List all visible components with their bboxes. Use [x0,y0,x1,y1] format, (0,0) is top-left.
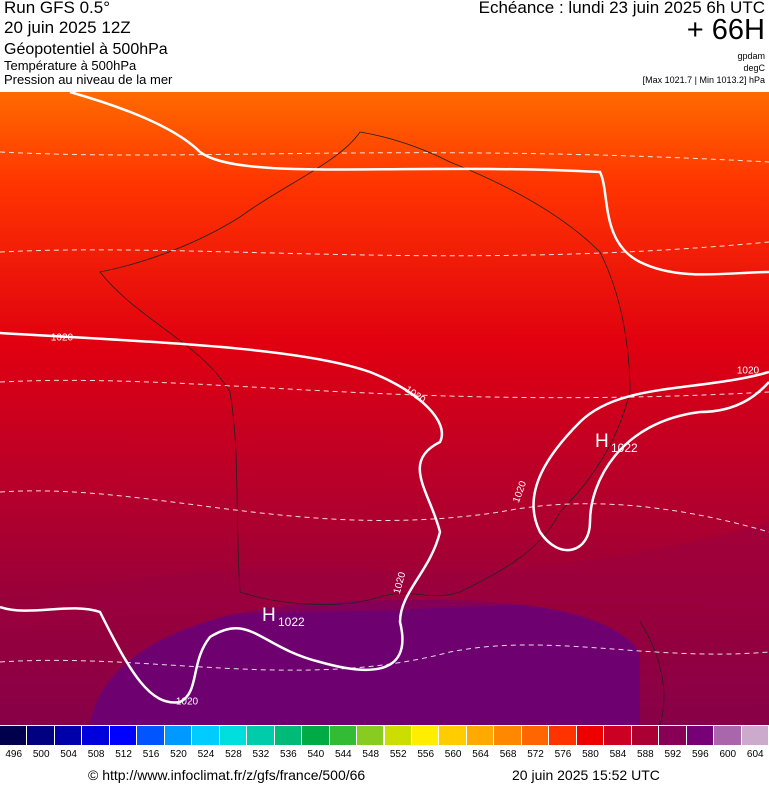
colorbar-label: 532 [252,749,270,760]
color-swatch [0,726,27,745]
color-swatch [466,726,494,745]
color-swatch [631,726,659,745]
colorbar-label: 520 [170,749,187,760]
colorbar-label: 556 [417,749,435,760]
source-url: © http://www.infoclimat.fr/z/gfs/france/… [88,767,366,783]
colorbar-label: 528 [225,749,242,760]
colorbar-label: 552 [389,749,407,760]
colorbar-label: 512 [115,749,132,760]
pressure-range: [Max 1021.7 | Min 1013.2] hPa [642,75,765,85]
color-swatch [357,726,384,745]
color-swatch [192,726,219,745]
color-swatch [164,726,192,745]
colorbar-label: 580 [582,749,599,760]
layer-3: Pression au niveau de la mer [4,72,173,87]
colorbar-label: 548 [362,749,380,760]
colorbar-label: 592 [664,749,682,760]
run-date: 20 juin 2025 12Z [4,18,131,37]
colorbar-label: 588 [637,749,654,760]
colorbar-label: 576 [554,749,572,760]
layer-1: Géopotentiel à 500hPa [4,41,168,58]
color-swatch [384,726,411,745]
echeance: Echéance : lundi 23 juin 2025 6h UTC [478,0,765,17]
color-swatch [329,726,357,745]
color-swatch [27,726,54,745]
colorbar-label: 496 [5,749,23,760]
color-swatch [576,726,604,745]
color-swatch [604,726,631,745]
band [0,522,769,632]
color-swatch [109,726,137,745]
color-swatch [302,726,329,745]
colorbar-label: 564 [472,749,489,760]
color-swatch [494,726,521,745]
colorbar-label: 572 [527,749,544,760]
isobar-label: 1020 [51,333,74,344]
isobars [0,92,769,704]
colorbar-label: 524 [197,749,215,760]
color-swatch [137,726,164,745]
high-value: 1022 [278,615,305,629]
unit-2: degC [743,63,765,73]
unit-1: gpdam [737,51,765,61]
isobar-label: 1020 [176,697,199,708]
timestamp: 20 juin 2025 15:52 UTC [512,767,660,783]
color-swatch [439,726,466,745]
color-swatch [219,726,247,745]
temperature-lines [0,151,769,671]
high-letter: H [262,605,276,626]
cold-area [90,599,640,725]
color-swatch [521,726,549,745]
borders [99,131,665,725]
layer-2: Température à 500hPa [4,58,137,73]
color-swatch [686,726,714,745]
run-title: Run GFS 0.5° [4,0,111,17]
colorbar-label: 504 [60,749,77,760]
colorbar-label: 596 [691,749,709,760]
color-swatch [54,726,82,745]
color-swatch [659,726,686,745]
color-swatch [549,726,576,745]
colorbar-label: 604 [746,749,764,760]
colorbar-label: 600 [719,749,737,760]
colorbar-label: 584 [609,749,627,760]
colorbar-label: 568 [499,749,517,760]
color-swatch [247,726,274,745]
isobar-label: 1020 [737,366,760,377]
color-swatch [82,726,109,745]
colorbar-label: 536 [280,749,297,760]
colorbar-label: 508 [87,749,105,760]
color-swatch [741,726,768,745]
colorbar-label: 500 [32,749,50,760]
color-swatch [714,726,741,745]
colorbar-label: 560 [444,749,462,760]
color-swatch [274,726,302,745]
lead-time: + 66H [686,14,765,46]
high-value: 1022 [611,441,638,455]
colorbar-label: 544 [334,749,352,760]
color-swatch [411,726,439,745]
colorbar-label: 540 [307,749,325,760]
colorbar-label: 516 [142,749,160,760]
high-letter: H [595,431,609,452]
